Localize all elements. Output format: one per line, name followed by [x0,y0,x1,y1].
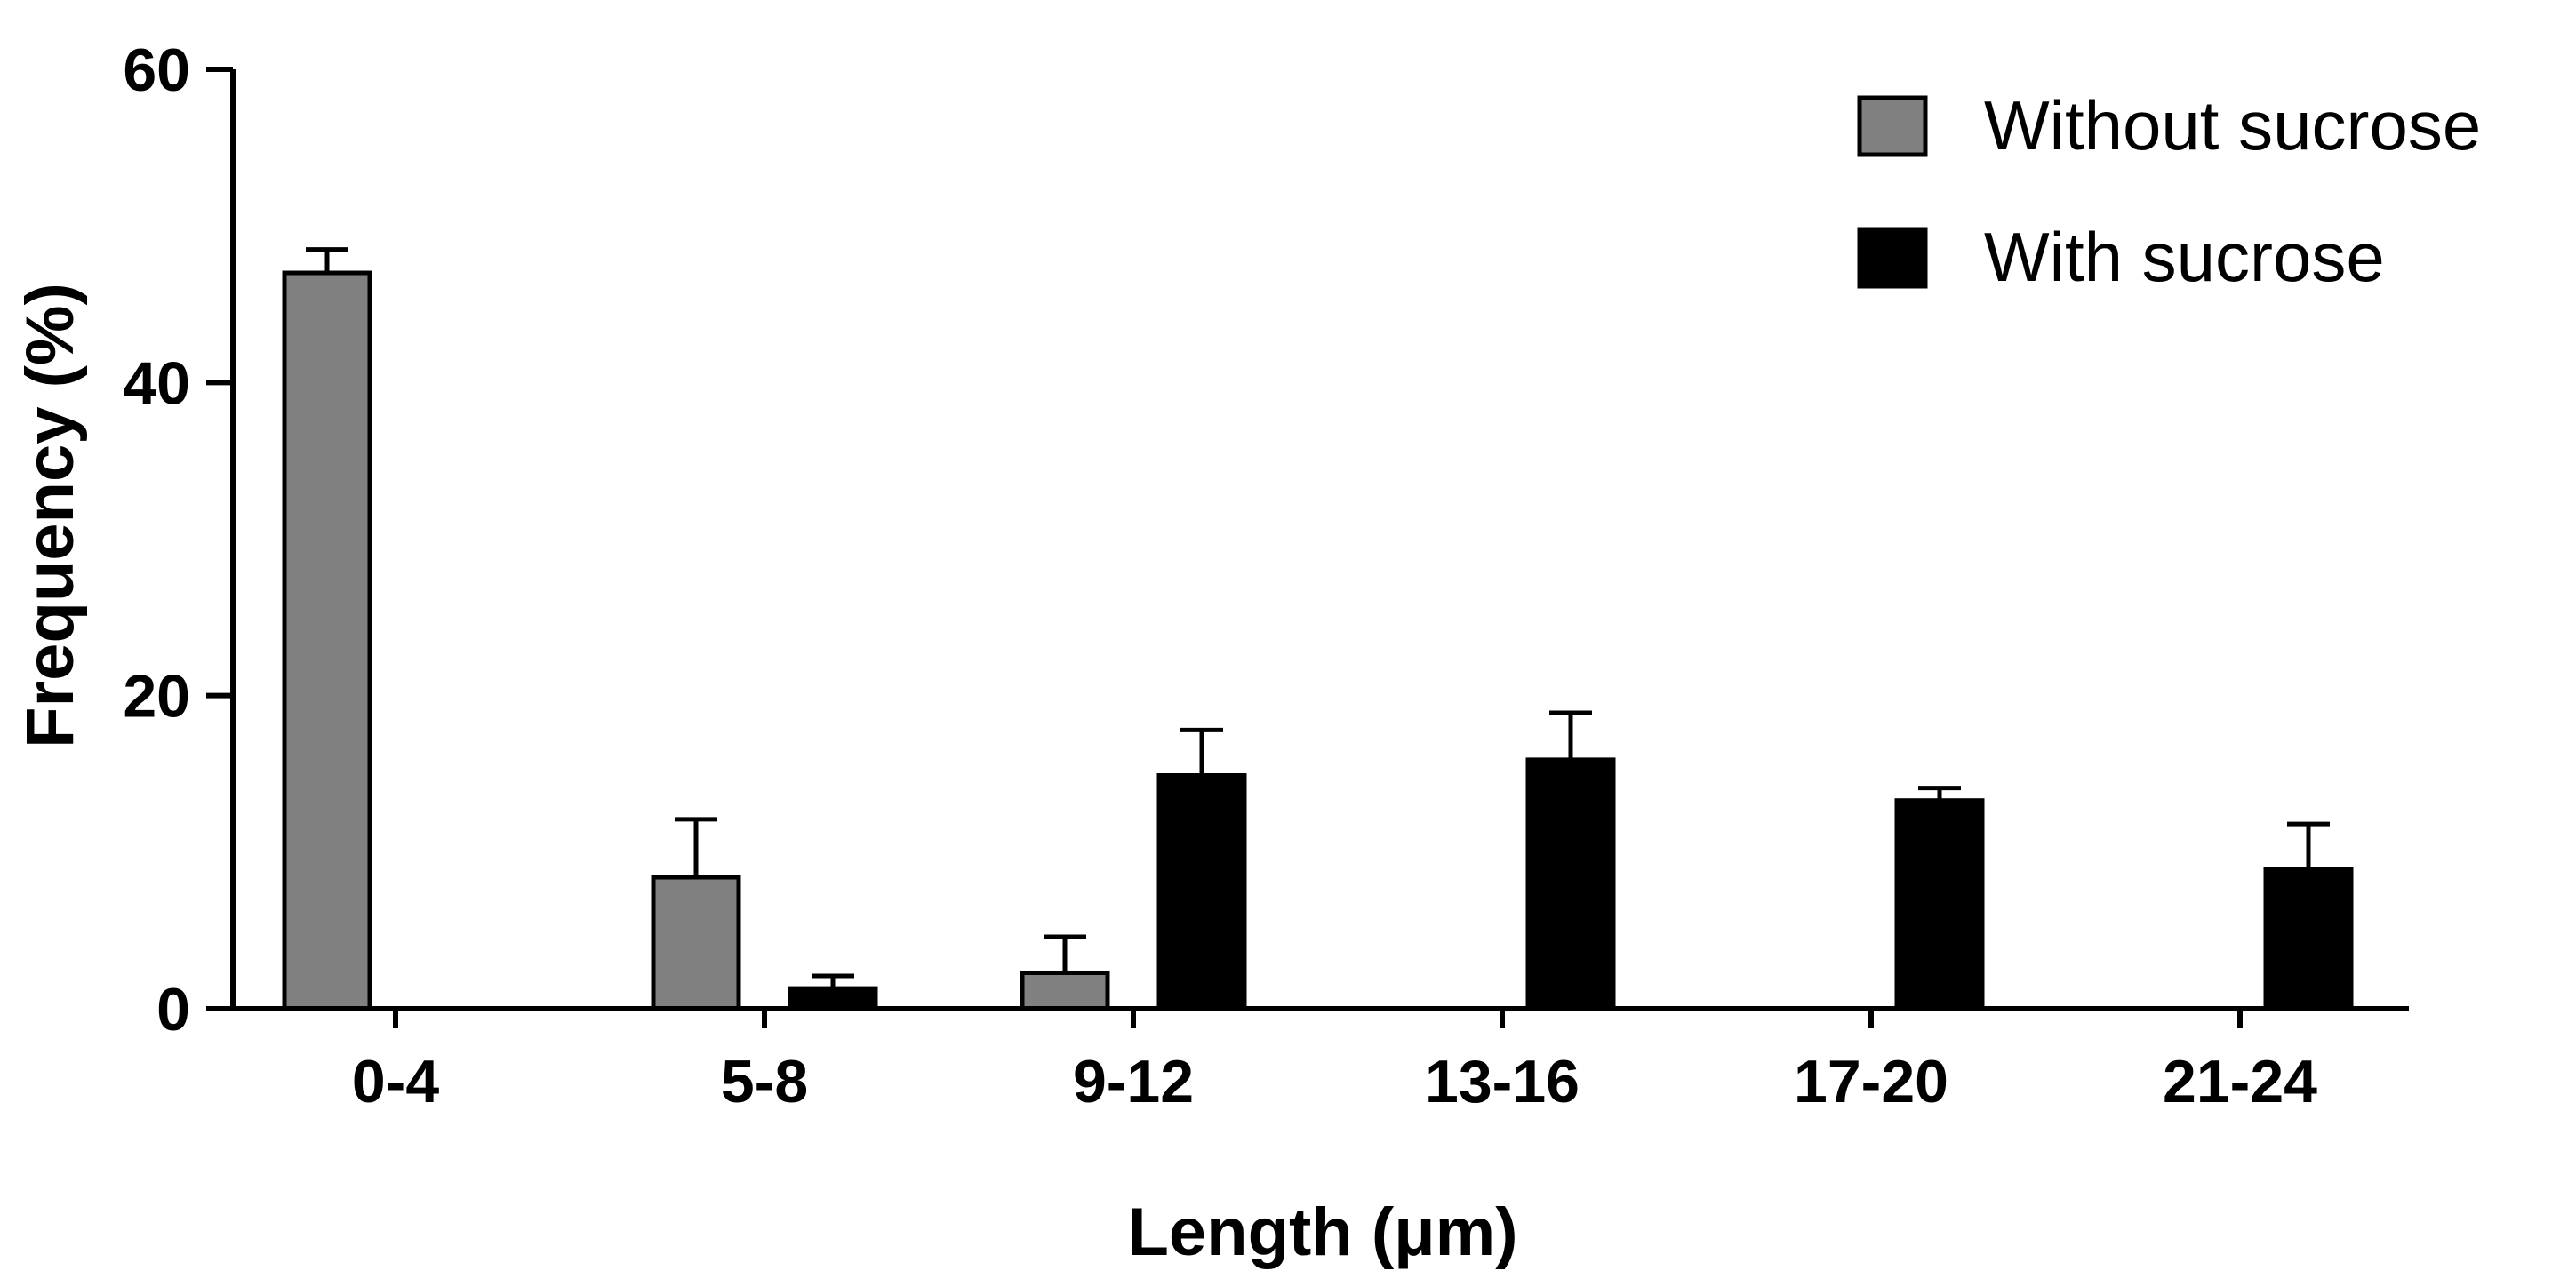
x-tick-label: 9-12 [1073,1048,1194,1115]
bar-with-sucrose-17-20 [1894,798,1985,1011]
x-tick-label: 13-16 [1425,1048,1580,1115]
legend-swatch-with-sucrose [1857,227,1928,289]
y-ticks-layer: 0 20 40 60 [123,36,233,1043]
x-tick-label: 21-24 [2163,1048,2317,1115]
y-tick-label: 0 [156,976,190,1043]
legend-swatch-without-sucrose [1857,95,1928,157]
x-tick-label: 17-20 [1794,1048,1948,1115]
y-tick-label: 40 [123,349,190,417]
x-axis-title: Length (μm) [1127,1195,1517,1270]
axes-layer [230,69,2409,1011]
legend-label-without-sucrose: Without sucrose [1984,86,2481,164]
x-tick-label: 5-8 [721,1048,808,1115]
legend: Without sucrose With sucrose [1857,86,2481,296]
bar-without-sucrose-9-12 [1020,970,1110,1011]
bar-with-sucrose-13-16 [1525,757,1616,1011]
y-axis-title: Frequency (%) [12,283,88,748]
bar-with-sucrose-5-8 [788,986,878,1011]
bar-without-sucrose-0-4 [282,270,372,1011]
bar-with-sucrose-21-24 [2263,867,2354,1011]
y-tick-label: 60 [123,36,190,104]
error-bars-layer [306,247,2330,989]
x-tick-label: 0-4 [352,1048,439,1115]
x-ticks-layer: 0-4 5-8 9-12 13-16 17-20 21-24 [352,1009,2317,1115]
bar-with-sucrose-9-12 [1156,773,1247,1011]
bars-layer [282,270,2354,1011]
legend-label-with-sucrose: With sucrose [1984,218,2385,296]
bar-without-sucrose-5-8 [651,875,741,1011]
y-tick-label: 20 [123,663,190,731]
